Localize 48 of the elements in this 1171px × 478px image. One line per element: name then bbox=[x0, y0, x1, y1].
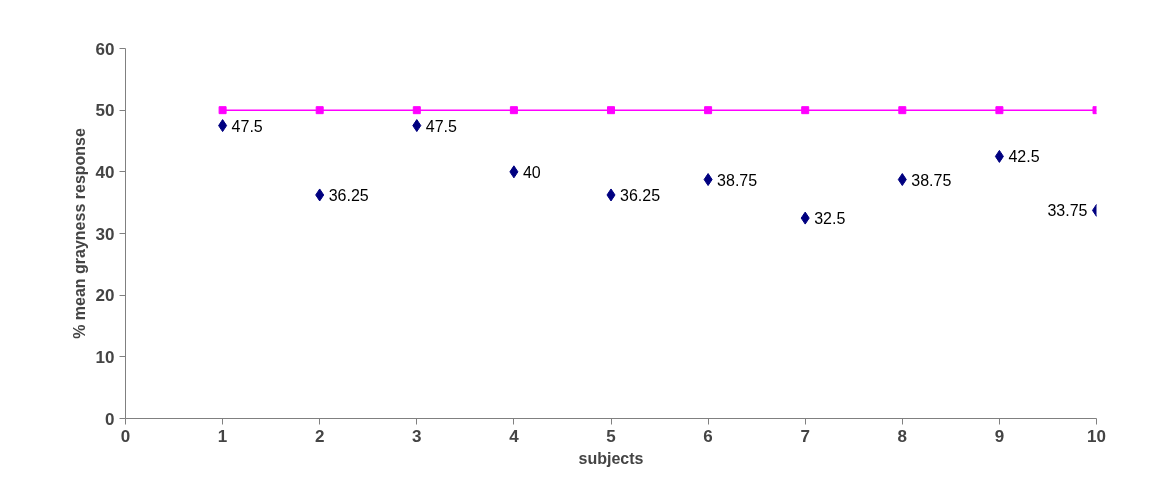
x-tick-label: 3 bbox=[412, 426, 422, 446]
point bbox=[412, 119, 422, 133]
y-tick-label: 40 bbox=[95, 162, 115, 182]
y-axis-title: % mean grayness response bbox=[70, 128, 88, 339]
point bbox=[509, 165, 519, 179]
x-tick-label: 0 bbox=[120, 426, 131, 446]
data-label: 38.75 bbox=[717, 171, 758, 189]
point bbox=[606, 188, 616, 202]
point bbox=[412, 106, 421, 115]
y-tick-label: 20 bbox=[95, 286, 115, 306]
point bbox=[703, 173, 713, 187]
data-label: 47.5 bbox=[425, 117, 458, 135]
point bbox=[218, 106, 227, 115]
y-tick-label: 10 bbox=[95, 347, 115, 367]
x-tick-label: 2 bbox=[314, 426, 325, 446]
y-tick-label: 0 bbox=[105, 409, 115, 429]
x-tick-label: 8 bbox=[897, 426, 908, 446]
point bbox=[801, 106, 810, 115]
data-label: 38.75 bbox=[911, 171, 952, 189]
point bbox=[994, 149, 1004, 163]
data-label: 42.5 bbox=[1008, 148, 1040, 166]
y-tick-label: 30 bbox=[95, 224, 115, 244]
point bbox=[800, 211, 810, 225]
x-tick-label: 7 bbox=[800, 426, 810, 446]
data-label: 40 bbox=[522, 163, 541, 181]
data-label: 32.5 bbox=[814, 210, 846, 228]
data-label: 36.25 bbox=[620, 186, 661, 204]
point bbox=[218, 119, 228, 133]
data-label: 47.5 bbox=[231, 117, 263, 135]
data-label: 36.25 bbox=[328, 186, 369, 204]
x-tick-label: 10 bbox=[1087, 426, 1106, 446]
point bbox=[898, 106, 907, 115]
point bbox=[509, 106, 518, 115]
x-axis-title: subjects bbox=[578, 449, 644, 467]
point bbox=[995, 106, 1004, 115]
x-tick-label: 4 bbox=[509, 426, 520, 446]
x-tick-label: 9 bbox=[994, 426, 1005, 446]
x-tick-label: 6 bbox=[703, 426, 713, 446]
x-tick-label: 1 bbox=[217, 426, 228, 446]
point bbox=[315, 106, 324, 115]
x-tick-label: 5 bbox=[606, 426, 616, 446]
data-label: 33.75 bbox=[1047, 202, 1088, 220]
y-tick-label: 60 bbox=[95, 39, 115, 59]
point bbox=[315, 188, 325, 202]
point bbox=[607, 106, 615, 115]
point bbox=[704, 106, 713, 115]
y-tick-label: 50 bbox=[95, 101, 115, 121]
point bbox=[897, 173, 907, 187]
